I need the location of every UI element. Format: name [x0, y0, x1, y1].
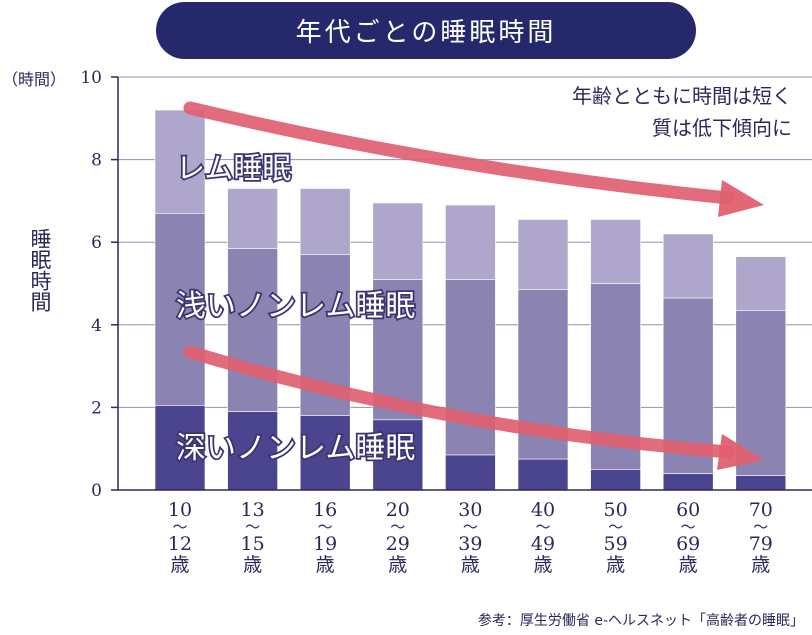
bar-segment-deep [445, 454, 496, 491]
x-category-suffix: 歳 [388, 554, 408, 576]
x-category-suffix: 歳 [678, 554, 698, 576]
x-category-tilde: ～ [535, 518, 551, 536]
source-note: 参考：厚生労働省 e-ヘルスネット「高齢者の睡眠」 [477, 613, 804, 629]
bar-segment-rem [227, 188, 278, 249]
bar-segment-deep [662, 473, 714, 491]
y-tick-label: 0 [91, 481, 102, 501]
trend-arrow-top-head [718, 180, 764, 217]
y-tick-label: 2 [91, 398, 102, 418]
x-category-start: 50 [603, 499, 628, 521]
trend-arrow-bottom-head [717, 434, 764, 470]
x-category-end: 39 [458, 533, 483, 555]
x-category-label: 20 ～ 29 歳 [370, 500, 426, 576]
bar-segment-light [227, 248, 278, 412]
x-category-start: 60 [676, 499, 701, 521]
x-category-suffix: 歳 [460, 554, 480, 576]
bar-segment-rem [590, 219, 641, 284]
x-category-tilde: ～ [317, 518, 333, 536]
x-category-label: 40 ～ 49 歳 [515, 500, 571, 576]
series-label-deep: 深いノンレム睡眠 [176, 431, 415, 466]
bar-segment-rem [662, 233, 714, 299]
y-axis-label: 睡眠時間 [28, 228, 52, 312]
x-category-end: 49 [530, 533, 556, 555]
bar-segment-rem [517, 219, 569, 290]
x-category-tilde: ～ [608, 518, 624, 536]
x-category-end: 29 [385, 533, 410, 555]
x-category-tilde: ～ [753, 518, 769, 536]
x-category-start: 30 [458, 499, 483, 521]
trend-note: 年齢とともに時間は短く 質は低下傾向に [572, 80, 792, 144]
x-category-start: 40 [530, 499, 556, 521]
chart-title: 年代ごとの睡眠時間 [295, 18, 557, 48]
series-label-light: 浅いノンレム睡眠 [176, 289, 415, 324]
x-category-suffix: 歳 [751, 554, 771, 576]
y-tick-label: 4 [91, 316, 102, 336]
bar-segment-deep [590, 469, 641, 491]
trend-arrow-top-shaft [183, 101, 735, 205]
bar-segment-deep [517, 458, 569, 491]
x-category-suffix: 歳 [533, 554, 553, 576]
x-category-end: 19 [313, 533, 338, 555]
x-category-start: 10 [167, 499, 193, 521]
x-category-start: 13 [240, 499, 265, 521]
x-category-suffix: 歳 [606, 554, 626, 576]
bar-segment-rem [299, 188, 351, 255]
bar-segment-rem [735, 256, 787, 311]
trend-note-line1: 年齢とともに時間は短く [572, 84, 792, 108]
y-tick-label: 8 [91, 151, 102, 171]
x-category-tilde: ～ [462, 518, 478, 536]
x-category-label: 10 ～ 12 歳 [152, 500, 208, 576]
y-axis-unit: （時間） [2, 70, 67, 89]
trend-arrow-bottom-shaft [183, 345, 735, 459]
x-category-suffix: 歳 [170, 554, 190, 576]
y-tick-label: 10 [80, 68, 102, 88]
x-category-end: 12 [167, 533, 193, 555]
x-category-label: 70 ～ 79 歳 [733, 500, 789, 576]
series-label-rem: レム睡眠 [176, 151, 291, 185]
x-category-suffix: 歳 [315, 554, 335, 576]
x-category-tilde: ～ [172, 518, 188, 536]
bar-segment-deep [227, 411, 278, 491]
x-category-start: 20 [385, 499, 410, 521]
x-category-end: 15 [240, 533, 265, 555]
trend-note-line2: 質は低下傾向に [652, 116, 792, 140]
bar-segment-rem [154, 109, 206, 214]
bar-segment-rem [372, 202, 424, 280]
x-category-end: 59 [603, 533, 628, 555]
x-category-start: 16 [313, 499, 338, 521]
x-category-suffix: 歳 [243, 554, 263, 576]
x-category-start: 70 [748, 499, 773, 521]
x-category-label: 16 ～ 19 歳 [297, 500, 353, 576]
y-tick-label: 6 [91, 233, 102, 253]
bar-segment-deep [735, 475, 787, 491]
x-category-tilde: ～ [245, 518, 261, 536]
x-category-label: 50 ～ 59 歳 [588, 500, 644, 576]
bar-segment-rem [445, 204, 496, 280]
bar-segment-deep [299, 415, 351, 491]
x-category-tilde: ～ [390, 518, 406, 536]
bar-segment-light [154, 212, 206, 406]
x-category-label: 60 ～ 69 歳 [660, 500, 716, 576]
x-category-label: 13 ～ 15 歳 [225, 500, 281, 576]
x-category-tilde: ～ [680, 518, 696, 536]
x-category-end: 79 [748, 533, 773, 555]
chart-title-banner: 年代ごとの睡眠時間 [156, 2, 696, 59]
x-category-label: 30 ～ 39 歳 [442, 500, 498, 576]
x-category-end: 69 [676, 533, 701, 555]
